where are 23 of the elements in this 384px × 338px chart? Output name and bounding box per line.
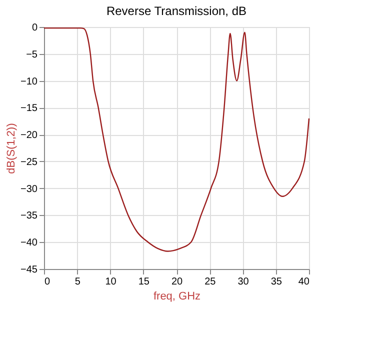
x-tick-label: 20 — [171, 276, 183, 288]
x-tick-label: 25 — [204, 276, 216, 288]
x-tick-label: 5 — [74, 276, 81, 288]
y-tick-label: −35 — [20, 210, 38, 222]
x-axis-title: freq, GHz — [153, 290, 201, 302]
y-tick-label: −10 — [20, 76, 38, 88]
x-tick-label: 10 — [105, 276, 117, 288]
x-tick-label: 30 — [238, 276, 250, 288]
x-tick-label: 0 — [44, 276, 50, 288]
line-series — [43, 27, 310, 252]
y-tick-label: −5 — [26, 49, 38, 60]
x-tick-label: 35 — [270, 276, 282, 288]
y-tick-label: −15 — [20, 103, 38, 114]
y-tick-label: −25 — [20, 156, 38, 168]
chart-title: Reverse Transmission, dB — [106, 4, 247, 18]
y-tick-label: −45 — [20, 264, 38, 276]
y-tick-label: 0 — [32, 22, 38, 34]
y-tick-label: −30 — [20, 184, 38, 195]
x-tick-label: 40 — [298, 276, 310, 288]
y-tick-label: −40 — [20, 238, 38, 249]
x-tick-label: 15 — [138, 276, 150, 288]
y-tick-label: −20 — [20, 130, 38, 142]
y-axis-title: dB(S(1,2)) — [6, 123, 18, 174]
